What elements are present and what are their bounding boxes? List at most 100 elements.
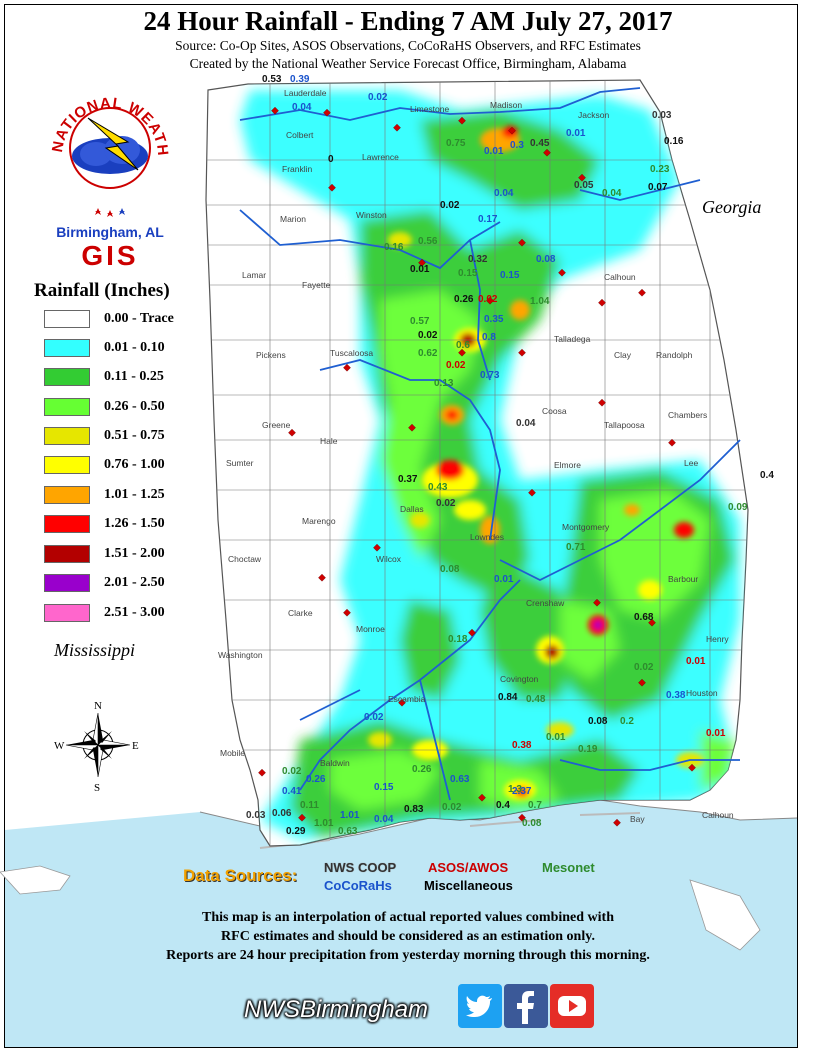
county-label: Chambers — [668, 410, 707, 420]
county-label: Coosa — [542, 406, 567, 416]
obs-value: 0.02 — [440, 200, 460, 211]
station-markers — [258, 106, 696, 827]
obs-value: 1.04 — [530, 296, 550, 307]
legend-swatch — [44, 515, 90, 533]
disclaimer-line-1: This map is an interpolation of actual r… — [202, 910, 614, 925]
obs-value: 0.63 — [338, 826, 358, 837]
county-label: Randolph — [656, 350, 693, 360]
obs-value: 1.01 — [340, 810, 360, 821]
county-label: Choctaw — [228, 554, 262, 564]
map-frame — [4, 4, 798, 1048]
obs-value: 0.73 — [480, 370, 500, 381]
disclaimer-line-3: Reports are 24 hour precipitation from y… — [166, 948, 650, 963]
obs-value: 0.02 — [442, 802, 462, 813]
obs-value: 0.08 — [522, 818, 542, 829]
obs-value: 0.68 — [634, 612, 654, 623]
twitter-icon[interactable] — [458, 984, 502, 1028]
obs-value: 0.75 — [446, 138, 466, 149]
obs-value: 0.39 — [290, 74, 310, 85]
compass-w: W — [54, 740, 65, 752]
county-label: Tuscaloosa — [330, 348, 373, 358]
obs-value: 0.16 — [664, 136, 684, 147]
obs-value: 0.05 — [574, 180, 594, 191]
county-label: Covington — [500, 674, 539, 684]
obs-value: 0.83 — [404, 804, 424, 815]
county-label: Crenshaw — [526, 598, 565, 608]
data-sources-label: Data Sources: — [183, 866, 298, 885]
compass-n: N — [94, 700, 102, 712]
obs-value: 0.56 — [418, 236, 438, 247]
county-label: Washington — [218, 650, 263, 660]
state-label-georgia: Georgia — [702, 197, 762, 217]
county-label: Baldwin — [320, 758, 350, 768]
county-label: Escambia — [388, 694, 426, 704]
legend-swatch — [44, 339, 90, 357]
county-label: Pickens — [256, 350, 286, 360]
obs-value: 0.13 — [434, 378, 454, 389]
obs-value: 0.01 — [686, 656, 706, 667]
rivers — [239, 87, 741, 801]
legend-label: 0.76 - 1.00 — [104, 457, 165, 472]
county-label: Marengo — [302, 516, 336, 526]
created-line: Created by the National Weather Service … — [189, 56, 627, 71]
source-misc: Miscellaneous — [424, 878, 513, 893]
legend-label: 2.01 - 2.50 — [104, 575, 165, 590]
obs-value: 0.38 — [666, 690, 686, 701]
legend-label: 0.00 - Trace — [104, 311, 174, 326]
obs-value: 0.45 — [530, 138, 550, 149]
obs-value: 0.32 — [468, 254, 488, 265]
obs-value: 0.35 — [484, 314, 504, 325]
source-asos: ASOS/AWOS — [428, 860, 509, 875]
legend-swatch — [44, 398, 90, 416]
legend-swatch — [44, 456, 90, 474]
obs-value: 0.02 — [478, 294, 498, 305]
obs-value: 1.3 — [508, 784, 522, 795]
obs-value: 0.04 — [494, 188, 514, 199]
obs-value: 2.37 — [512, 786, 532, 797]
obs-value: 0.18 — [448, 634, 468, 645]
obs-value: 0.16 — [384, 242, 404, 253]
obs-value: 0.43 — [428, 482, 448, 493]
obs-value: 0.84 — [498, 692, 518, 703]
obs-value: 1.01 — [314, 818, 334, 829]
county-lines — [206, 80, 748, 846]
county-label: Dallas — [400, 504, 424, 514]
obs-value: 0.17 — [478, 214, 498, 225]
obs-value: 0.04 — [292, 102, 312, 113]
obs-value: 0.01 — [494, 574, 514, 585]
obs-value: 0.26 — [412, 764, 432, 775]
source-nws-coop: NWS COOP — [324, 860, 397, 875]
obs-value: 0.01 — [566, 128, 586, 139]
obs-value: 0.02 — [436, 498, 456, 509]
disclaimer-line-2: RFC estimates and should be considered a… — [221, 929, 595, 944]
obs-value: 0.53 — [262, 74, 282, 85]
obs-value: 0.71 — [566, 542, 586, 553]
source-line: Source: Co-Op Sites, ASOS Observations, … — [175, 38, 641, 53]
obs-value: 0.04 — [516, 418, 536, 429]
obs-value: 0.15 — [500, 270, 520, 281]
obs-value: 0.08 — [536, 254, 556, 265]
legend-swatch — [44, 604, 90, 622]
obs-value: 0.03 — [652, 110, 672, 121]
county-label: Lauderdale — [284, 88, 327, 98]
county-label: Sumter — [226, 458, 254, 468]
legend-label: 0.26 - 0.50 — [104, 399, 165, 414]
legend-label: 1.51 - 2.00 — [104, 546, 165, 561]
obs-value: 0.01 — [484, 146, 504, 157]
obs-value: 0.38 — [512, 740, 532, 751]
county-label: Mobile — [220, 748, 245, 758]
county-label: Marion — [280, 214, 306, 224]
obs-value: 0.15 — [374, 782, 394, 793]
legend-label: 1.26 - 1.50 — [104, 516, 165, 531]
county-label: Winston — [356, 210, 387, 220]
obs-value: 0.8 — [482, 332, 496, 343]
footer-handle[interactable]: NWSBirmingham — [244, 996, 429, 1023]
obs-value: 0.07 — [648, 182, 668, 193]
facebook-icon[interactable] — [504, 984, 548, 1028]
youtube-icon[interactable] — [550, 984, 594, 1028]
obs-value: 0.02 — [368, 92, 388, 103]
obs-value: 0.37 — [398, 474, 418, 485]
county-label: Monroe — [356, 624, 385, 634]
compass-e: E — [132, 740, 139, 752]
obs-value: 0.26 — [306, 774, 326, 785]
